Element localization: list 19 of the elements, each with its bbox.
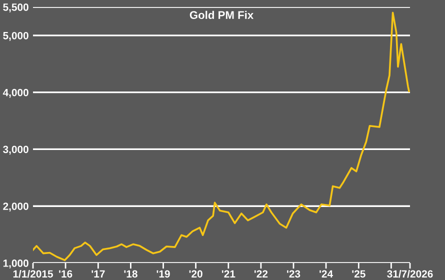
x-tick-label: 31/7/2026 — [387, 270, 433, 278]
y-tick-label: 2,000 — [3, 202, 28, 212]
x-tick-label: '20 — [189, 270, 202, 278]
x-tick-label: '16 — [59, 270, 72, 278]
chart-title: Gold PM Fix — [190, 10, 254, 19]
x-tick-label: '19 — [156, 270, 170, 278]
x-tick-label: '17 — [92, 270, 105, 278]
x-tick-label: '22 — [254, 270, 268, 278]
y-tick-label: 3,000 — [3, 146, 28, 155]
y-tick-label: 4,000 — [2, 88, 28, 98]
y-tick-label: 5,000 — [3, 32, 28, 41]
x-tick-label: '18 — [124, 270, 138, 278]
y-tick-label: 5,500 — [3, 4, 28, 12]
x-tick-label: '23 — [287, 270, 300, 278]
x-tick-label: '21 — [222, 270, 236, 278]
y-tick-label: 1,000 — [3, 260, 28, 268]
x-tick-label: 1/1/2015 — [13, 270, 53, 278]
x-tick-label: '24 — [320, 270, 333, 278]
x-tick-label: '25 — [352, 270, 366, 278]
